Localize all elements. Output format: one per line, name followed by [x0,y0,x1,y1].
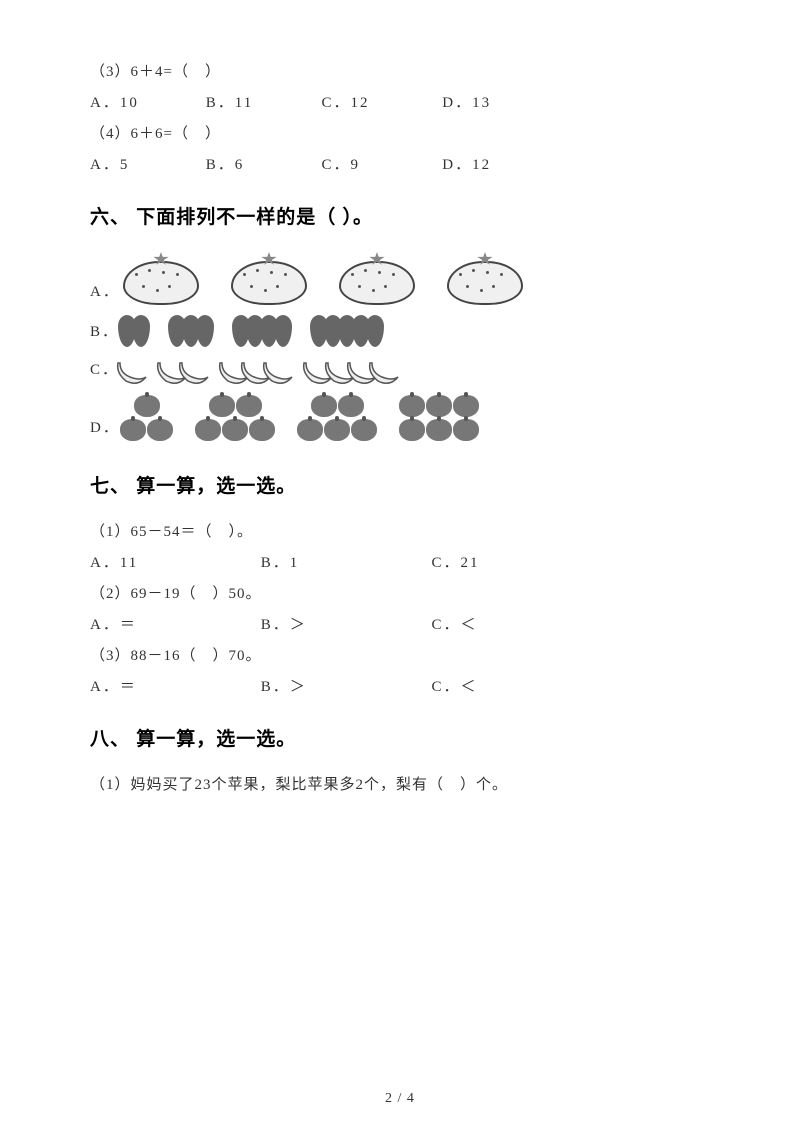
row-c: C． [90,357,710,385]
berry-cluster-icon [170,315,212,347]
s7-q3-opt-a: A．＝ [90,675,255,696]
s7-q1-opt-b: B．1 [261,551,426,572]
q4-opt-c: C．9 [322,153,437,174]
q4-opt-d: D．12 [442,153,522,174]
s7-q1-opt-a: A．11 [90,551,255,572]
q3-opt-b: B．11 [206,91,316,112]
banana-cluster-icon [306,357,394,385]
berry-cluster-icon [120,315,148,347]
s7-q1-options: A．11 B．1 C．21 [90,551,710,572]
s7-q2-opt-a: A．＝ [90,613,255,634]
q4-label: （4）6＋6=（ ） [90,122,710,143]
orange-icon [120,251,202,307]
row-d: D． [90,395,710,443]
s7-q2-opt-b: B．＞ [261,613,426,634]
q3-label: （3）6＋4=（ ） [90,60,710,81]
row-a: A． [90,251,710,307]
section7-title: 七、 算一算，选一选。 [90,471,710,498]
orange-icon [444,251,526,307]
s8-q1-label: （1）妈妈买了23个苹果，梨比苹果多2个，梨有（ ）个。 [90,773,710,794]
s7-q2-opt-c: C．＜ [432,613,532,634]
q3-options: A．10 B．11 C．12 D．13 [90,91,710,112]
section6-title: 六、 下面排列不一样的是（ ）。 [90,202,710,229]
row-a-images [120,251,526,307]
row-b: B． [90,315,710,347]
q3-opt-a: A．10 [90,91,200,112]
banana-cluster-icon [222,357,288,385]
s7-q1-opt-c: C．21 [432,551,532,572]
apple-cluster-icon [297,395,377,443]
section8-title: 八、 算一算，选一选。 [90,724,710,751]
berry-cluster-icon [234,315,290,347]
row-a-label: A． [90,280,120,301]
q4-opt-a: A．5 [90,153,200,174]
q4-options: A．5 B．6 C．9 D．12 [90,153,710,174]
banana-cluster-icon [160,357,204,385]
s7-q3-opt-c: C．＜ [432,675,532,696]
row-c-images [120,357,394,385]
s7-q2-options: A．＝ B．＞ C．＜ [90,613,710,634]
row-d-images [120,395,479,443]
q3-opt-c: C．12 [322,91,437,112]
berry-cluster-icon [312,315,382,347]
page-number: 2 / 4 [0,1091,800,1107]
q3-opt-d: D．13 [442,91,522,112]
s7-q2-label: （2）69－19（ ）50。 [90,582,710,603]
s7-q3-options: A．＝ B．＞ C．＜ [90,675,710,696]
s7-q3-opt-b: B．＞ [261,675,426,696]
row-b-label: B． [90,320,120,341]
q4-opt-b: B．6 [206,153,316,174]
apple-cluster-icon [399,395,479,443]
s7-q3-label: （3）88－16（ ）70。 [90,644,710,665]
apple-cluster-icon [120,395,173,443]
row-b-images [120,315,382,347]
s7-q1-label: （1）65－54＝（ ）。 [90,520,710,541]
row-d-label: D． [90,416,120,437]
apple-cluster-icon [195,395,275,443]
orange-icon [336,251,418,307]
banana-cluster-icon [120,357,142,385]
orange-icon [228,251,310,307]
